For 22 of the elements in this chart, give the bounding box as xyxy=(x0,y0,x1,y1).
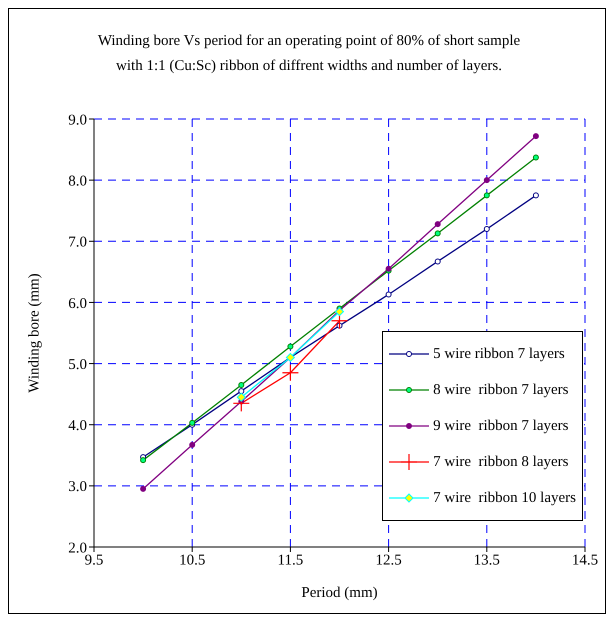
legend-label: 7 wire ribbon 8 layers xyxy=(433,454,568,470)
legend-label: 7 wire ribbon 10 layers xyxy=(433,490,576,506)
y-tick-label: 3.0 xyxy=(68,479,87,496)
x-axis-title: Period (mm) xyxy=(301,585,378,601)
y-tick-label: 5.0 xyxy=(68,356,87,373)
y-tick-label: 2.0 xyxy=(68,540,87,556)
legend-label: 8 wire ribbon 7 layers xyxy=(433,382,568,398)
x-tick-label: 9.5 xyxy=(84,552,104,569)
legend-label: 5 wire ribbon 7 layers xyxy=(433,346,565,362)
x-tick-label: 10.5 xyxy=(179,552,206,569)
y-tick-label: 9.0 xyxy=(68,112,87,128)
x-tick-label: 14.5 xyxy=(572,552,598,569)
y-tick-label: 7.0 xyxy=(68,234,87,251)
x-tick-label: 11.5 xyxy=(278,552,304,569)
y-tick-label: 4.0 xyxy=(68,418,87,434)
x-tick-label: 12.5 xyxy=(375,552,402,569)
y-axis-title: Winding bore (mm) xyxy=(26,273,42,393)
y-tick-label: 8.0 xyxy=(68,173,87,190)
chart-title: Winding bore Vs period for an operating point of 80% of short sample with 1:1 (Cu:Sc) ribbon of diffrent widths and number of layers. xyxy=(96,32,522,76)
legend-label: 9 wire ribbon 7 layers xyxy=(433,418,568,434)
x-tick-label: 13.5 xyxy=(474,552,500,569)
y-tick-label: 6.0 xyxy=(68,296,87,312)
